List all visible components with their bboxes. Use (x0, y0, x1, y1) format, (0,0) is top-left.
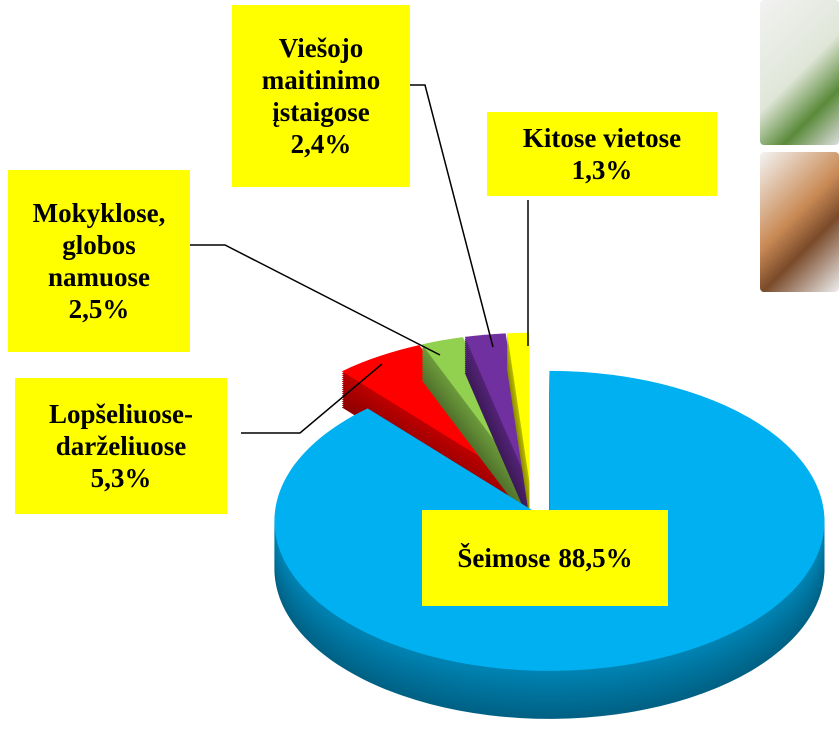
category-label: Lopšeliuose-darželiuose (48, 399, 194, 461)
value-label: 88,5% (558, 543, 633, 573)
slice-label: Kitose vietose 1,3% (487, 112, 717, 196)
slice-label: Viešojo maitinimo įstaigose 2,4% (232, 5, 410, 187)
value-label: 1,3% (571, 155, 633, 185)
category-label: Viešojo maitinimo įstaigose (261, 33, 381, 127)
food-photo (760, 152, 839, 292)
category-label: Kitose vietose (522, 123, 682, 153)
category-label: Mokyklose, globos namuose (32, 198, 166, 292)
slice-label: Lopšeliuose-darželiuose 5,3% (15, 378, 227, 514)
food-photo (760, 0, 839, 145)
leader-line (241, 363, 383, 434)
slice (507, 332, 530, 483)
slice-label: Šeimose 88,5% (422, 510, 668, 606)
category-label: Šeimose (457, 543, 551, 573)
slice (464, 333, 529, 483)
value-label: 2,4% (290, 129, 352, 159)
leader-line (410, 84, 494, 348)
value-label: 2,5% (68, 294, 130, 324)
value-label: 5,3% (90, 463, 152, 493)
slice-label: Mokyklose, globos namuose 2,5% (8, 170, 190, 352)
leader-line (190, 244, 441, 356)
